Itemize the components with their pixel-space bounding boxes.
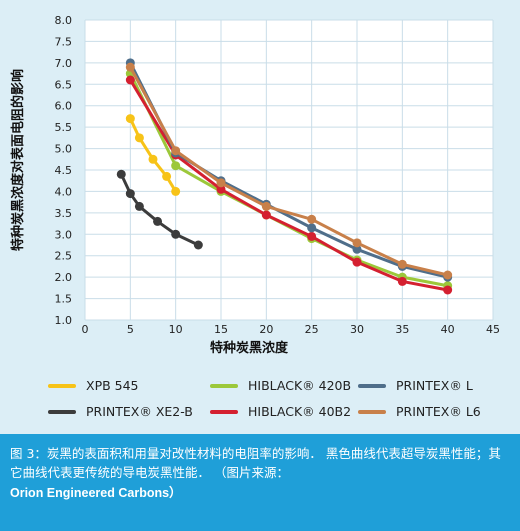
legend-item: PRINTEX® L: [358, 378, 473, 393]
data-point: [307, 231, 317, 241]
y-tick-label: 5.0: [55, 143, 73, 156]
line-chart: 0 5 10 15 20 25 30 35 40 45 1.0 1.5 2.0 2.5 3.0 3.5 4.0 4…: [10, 14, 500, 356]
x-tick-label: 20: [259, 323, 273, 336]
y-tick-label: 4.0: [55, 185, 73, 198]
y-tick-label: 2.5: [55, 250, 73, 263]
data-point: [193, 240, 203, 250]
data-point: [216, 184, 226, 194]
legend-swatch: [210, 383, 238, 388]
y-tick-label: 5.5: [55, 121, 73, 134]
legend-item: HIBLACK® 420B: [210, 378, 351, 393]
data-point: [443, 270, 453, 280]
x-tick-label: 35: [395, 323, 409, 336]
legend-item: HIBLACK® 40B2: [210, 404, 351, 419]
caption-source: Orion Engineered Carbons）: [10, 485, 182, 500]
legend-label: PRINTEX® XE2-B: [86, 404, 193, 419]
x-tick-label: 5: [127, 323, 134, 336]
legend-item: XPB 545: [48, 378, 139, 393]
data-point: [307, 223, 317, 233]
y-tick-label: 1.0: [55, 314, 73, 327]
legend-swatch: [358, 409, 386, 414]
figure-caption: 图 3：炭黑的表面积和用量对改性材料的电阻率的影响． 黑色曲线代表超导炭黑性能；…: [0, 434, 520, 531]
data-point: [162, 171, 172, 181]
y-tick-label: 2.0: [55, 271, 73, 284]
y-tick-label: 4.5: [55, 164, 73, 177]
data-point: [153, 216, 163, 226]
y-tick-label: 6.5: [55, 78, 73, 91]
data-point: [443, 285, 453, 295]
legend-label: HIBLACK® 40B2: [248, 404, 352, 419]
x-axis-label: 特种炭黑浓度: [210, 340, 289, 356]
x-tick-label: 45: [486, 323, 500, 336]
x-tick-label: 30: [350, 323, 364, 336]
data-point: [125, 189, 135, 199]
data-point: [125, 62, 135, 72]
legend-label: HIBLACK® 420B: [248, 378, 352, 393]
data-point: [307, 214, 317, 224]
data-point: [397, 276, 407, 286]
data-point: [397, 259, 407, 269]
data-point: [261, 201, 271, 211]
legend-item: PRINTEX® L6: [358, 404, 481, 419]
legend-item: PRINTEX® XE2-B: [48, 404, 193, 419]
data-point: [171, 161, 181, 171]
data-point: [171, 229, 181, 239]
x-tick-label: 10: [169, 323, 183, 336]
legend-label: PRINTEX® L: [396, 378, 473, 393]
data-point: [171, 146, 181, 156]
y-tick-label: 7.5: [55, 35, 73, 48]
data-point: [134, 201, 144, 211]
series-line: [129, 79, 448, 292]
data-point: [261, 210, 271, 220]
x-tick-label: 15: [214, 323, 228, 336]
series-line: [129, 66, 449, 277]
legend-swatch: [210, 409, 238, 414]
y-tick-label: 6.0: [55, 100, 73, 113]
y-tick-label: 3.0: [55, 228, 73, 241]
data-point: [352, 238, 362, 248]
y-tick-label: 7.0: [55, 57, 73, 70]
x-tick-label: 40: [441, 323, 455, 336]
data-point: [116, 169, 126, 179]
y-tick-label: 1.5: [55, 293, 73, 306]
y-tick-label: 3.5: [55, 207, 73, 220]
legend-label: XPB 545: [86, 378, 139, 393]
x-tick-label: 0: [82, 323, 89, 336]
y-tick-label: 8.0: [55, 14, 73, 27]
caption-text: 图 3：炭黑的表面积和用量对改性材料的电阻率的影响． 黑色曲线代表超导炭黑性能；…: [10, 446, 501, 481]
data-point: [216, 178, 226, 188]
chart-legend: XPB 545 HIBLACK® 420B PRINTEX® L PRINTEX® X…: [40, 374, 500, 430]
legend-swatch: [358, 383, 386, 388]
x-tick-label: 25: [305, 323, 319, 336]
data-point: [171, 186, 181, 196]
data-point: [134, 133, 144, 143]
data-point: [352, 244, 362, 254]
legend-swatch: [48, 409, 76, 414]
data-point: [125, 114, 135, 124]
legend-swatch: [48, 383, 76, 388]
data-point: [148, 154, 158, 164]
data-point: [352, 257, 362, 267]
data-point: [125, 75, 135, 85]
y-axis-label: 特种炭黑浓度对表面电阻的影响: [10, 69, 26, 251]
legend-label: PRINTEX® L6: [396, 404, 481, 419]
